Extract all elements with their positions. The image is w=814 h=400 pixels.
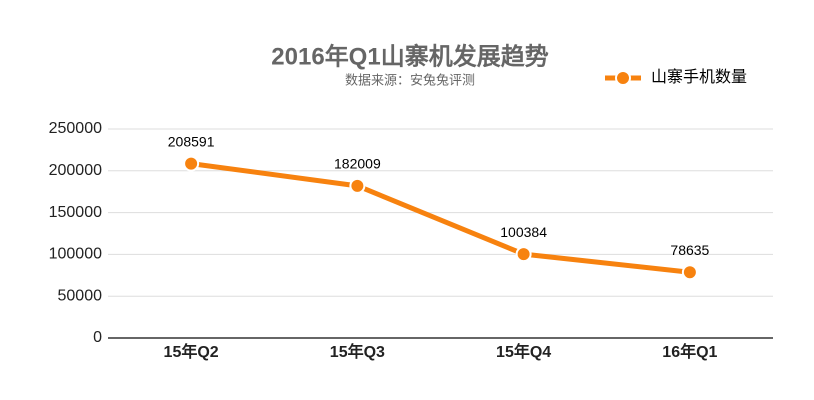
x-tick-label: 15年Q3 [330, 342, 385, 361]
line [190, 161, 691, 275]
point [183, 155, 200, 172]
x-tick-label: 15年Q4 [496, 342, 551, 361]
y-tick-label: 150000 [49, 204, 102, 221]
y-tick-label: 200000 [49, 162, 102, 179]
data-label: 100384 [500, 224, 547, 240]
point [681, 264, 698, 281]
y-tick-label: 0 [93, 329, 102, 346]
data-label: 182009 [334, 156, 381, 172]
chart-title: 2016年Q1山寨机发展趋势 [271, 42, 548, 70]
point [515, 246, 532, 263]
data-label: 78635 [670, 242, 709, 258]
data-label: 208591 [168, 133, 215, 149]
y-tick-label: 50000 [58, 287, 103, 304]
x-tick-label: 16年Q1 [662, 342, 717, 361]
y-tick-label: 250000 [49, 120, 102, 137]
x-tick-label: 15年Q2 [164, 342, 219, 361]
legend-label: 山寨手机数量 [651, 68, 747, 86]
point [349, 177, 366, 194]
legend-marker [615, 70, 631, 86]
y-tick-label: 100000 [49, 246, 102, 263]
chart-subtitle: 数据来源：安兔兔评测 [345, 72, 475, 87]
